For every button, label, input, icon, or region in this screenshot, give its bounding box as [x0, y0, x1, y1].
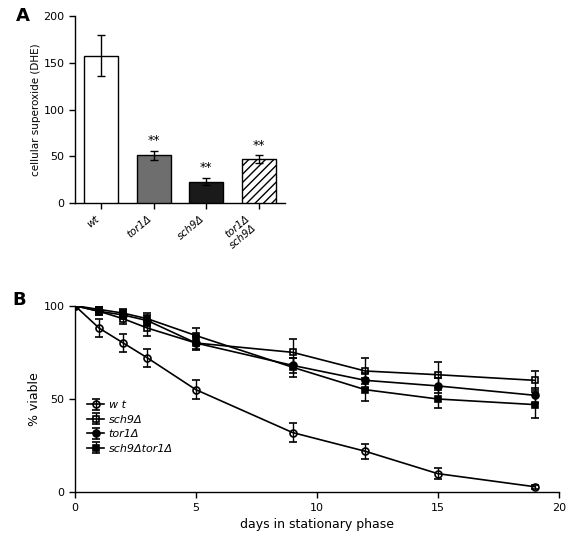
Text: **: ** [200, 161, 213, 174]
X-axis label: days in stationary phase: days in stationary phase [240, 518, 394, 531]
Text: B: B [12, 291, 25, 309]
Y-axis label: % viable: % viable [28, 372, 41, 426]
Legend: w t, sch9Δ, tor1Δ, sch9Δtor1Δ: w t, sch9Δ, tor1Δ, sch9Δtor1Δ [85, 398, 175, 456]
Bar [241, 159, 276, 203]
Bar [85, 56, 119, 203]
Y-axis label: cellular superoxide (DHE): cellular superoxide (DHE) [31, 43, 40, 176]
Bar [137, 155, 171, 203]
Text: **: ** [252, 139, 265, 152]
Bar [190, 182, 223, 203]
Text: A: A [16, 7, 30, 25]
Text: **: ** [147, 134, 160, 147]
